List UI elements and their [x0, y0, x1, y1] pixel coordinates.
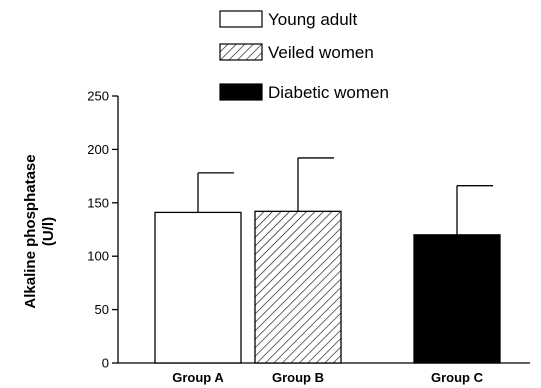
bar-group-c: [413, 234, 501, 364]
legend: Young adult Veiled women Diabetic women: [219, 10, 389, 102]
legend-swatch: [219, 83, 263, 101]
category-label: Group A: [172, 370, 224, 385]
y-tick-label: 0: [102, 356, 109, 371]
category-label: Group C: [431, 370, 484, 385]
y-tick-label: 150: [87, 195, 109, 210]
legend-swatch: [219, 10, 263, 28]
bars: [154, 157, 501, 364]
bar-group-b: [254, 210, 342, 364]
y-tick-label: 250: [87, 89, 109, 104]
y-axis-title: (U/l): [40, 217, 57, 246]
legend-swatch: [219, 43, 263, 61]
y-axis-title: Alkaline phosphatase: [22, 154, 39, 308]
y-tick-label: 200: [87, 142, 109, 157]
legend-label: Diabetic women: [268, 83, 389, 102]
y-tick-label: 100: [87, 249, 109, 264]
category-label: Group B: [272, 370, 324, 385]
y-tick-label: 50: [95, 302, 109, 317]
legend-label: Young adult: [268, 10, 357, 29]
legend-label: Veiled women: [268, 43, 374, 62]
labels: Alkaline phosphatase (U/l) Group A Group B G…: [22, 154, 484, 385]
bar-group-a: [154, 211, 242, 364]
